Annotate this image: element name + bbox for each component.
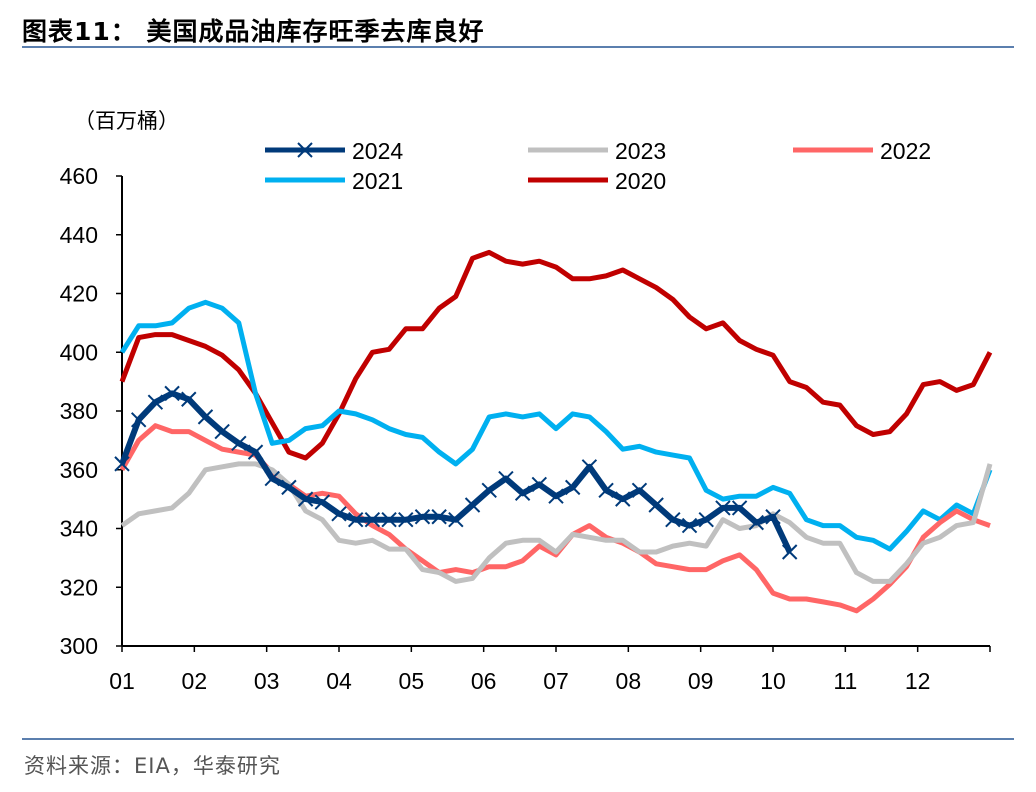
data-point-marker-2024 [715, 500, 731, 516]
data-point-marker-2024 [681, 517, 698, 534]
x-tick-label: 03 [254, 668, 280, 694]
y-tick-label: 360 [60, 457, 98, 483]
source-divider [22, 738, 1014, 740]
data-point-marker-2024 [164, 385, 180, 402]
data-point-marker-2024 [381, 511, 397, 528]
data-point-marker-2024 [414, 509, 431, 525]
legend-label-2020: 2020 [615, 168, 666, 194]
x-tick-label: 08 [616, 668, 642, 694]
source-note: 资料来源：EIA，华泰研究 [24, 754, 281, 778]
data-point-marker-2024 [648, 497, 664, 513]
data-point-marker-2024 [247, 444, 264, 460]
data-point-marker-2024 [281, 479, 297, 496]
legend-label-2023: 2023 [615, 138, 666, 164]
data-point-marker-2024 [331, 506, 347, 522]
data-point-marker-2024 [314, 494, 331, 510]
y-tick-label: 340 [60, 516, 98, 542]
x-tick-label: 02 [182, 668, 208, 694]
x-tick-label: 01 [109, 668, 135, 694]
legend-marker-icon [297, 142, 313, 158]
data-point-marker-2024 [347, 511, 364, 528]
data-point-marker-2024 [231, 435, 247, 452]
series-line-2024 [119, 390, 793, 554]
data-point-marker-2024 [498, 470, 514, 487]
y-tick-label: 420 [60, 281, 98, 307]
x-tick-label: 05 [399, 668, 425, 694]
data-point-marker-2024 [748, 514, 765, 531]
legend-label-2021: 2021 [352, 168, 403, 194]
data-point-marker-2024 [615, 491, 631, 507]
legend-label-2024: 2024 [352, 138, 403, 164]
data-point-marker-2024 [147, 394, 164, 410]
data-point-marker-2024 [548, 488, 564, 504]
y-axis-unit-label: （百万桶） [74, 109, 179, 133]
data-point-marker-2024 [464, 497, 481, 513]
data-point-marker-2024 [181, 391, 197, 407]
title-divider [22, 46, 1014, 48]
data-point-marker-2024 [130, 412, 147, 428]
data-point-marker-2024 [514, 485, 531, 501]
series-line-2020 [119, 249, 993, 461]
data-point-marker-2024 [531, 476, 548, 493]
data-point-marker-2024 [631, 482, 648, 499]
data-point-marker-2024 [398, 511, 414, 528]
data-point-marker-2024 [364, 511, 381, 528]
series-line-2023 [120, 461, 993, 584]
y-tick-label: 440 [60, 222, 98, 248]
x-tick-label: 04 [326, 668, 352, 694]
x-tick-label: 11 [833, 668, 857, 694]
x-tick-label: 07 [543, 668, 569, 694]
data-point-marker-2024 [665, 511, 681, 528]
data-point-marker-2024 [197, 409, 214, 425]
figure-title: 图表11： 美国成品油库存旺季去库良好 [22, 17, 485, 46]
data-point-marker-2024 [264, 470, 280, 487]
y-tick-label: 300 [60, 633, 98, 659]
data-point-marker-2024 [448, 511, 464, 528]
x-tick-label: 10 [760, 668, 786, 694]
data-point-marker-2024 [598, 482, 614, 499]
data-point-marker-2024 [214, 423, 230, 440]
data-point-marker-2024 [114, 456, 130, 472]
data-point-marker-2024 [781, 544, 798, 560]
y-tick-label: 400 [60, 339, 98, 365]
data-point-marker-2024 [581, 459, 598, 475]
x-tick-label: 09 [688, 668, 714, 694]
data-point-marker-2024 [481, 482, 497, 499]
data-point-marker-2024 [731, 500, 748, 516]
series-line-2021 [119, 299, 993, 552]
y-tick-label: 380 [60, 398, 98, 424]
x-tick-label: 06 [471, 668, 497, 694]
data-point-marker-2024 [297, 491, 314, 507]
data-point-marker-2024 [698, 511, 714, 528]
y-tick-label: 460 [60, 163, 98, 189]
data-point-marker-2024 [431, 509, 447, 525]
legend-label-2022: 2022 [880, 138, 931, 164]
y-tick-label: 320 [60, 574, 98, 600]
x-tick-label: 12 [905, 668, 931, 694]
data-point-marker-2024 [765, 509, 781, 525]
data-point-marker-2024 [564, 479, 581, 496]
